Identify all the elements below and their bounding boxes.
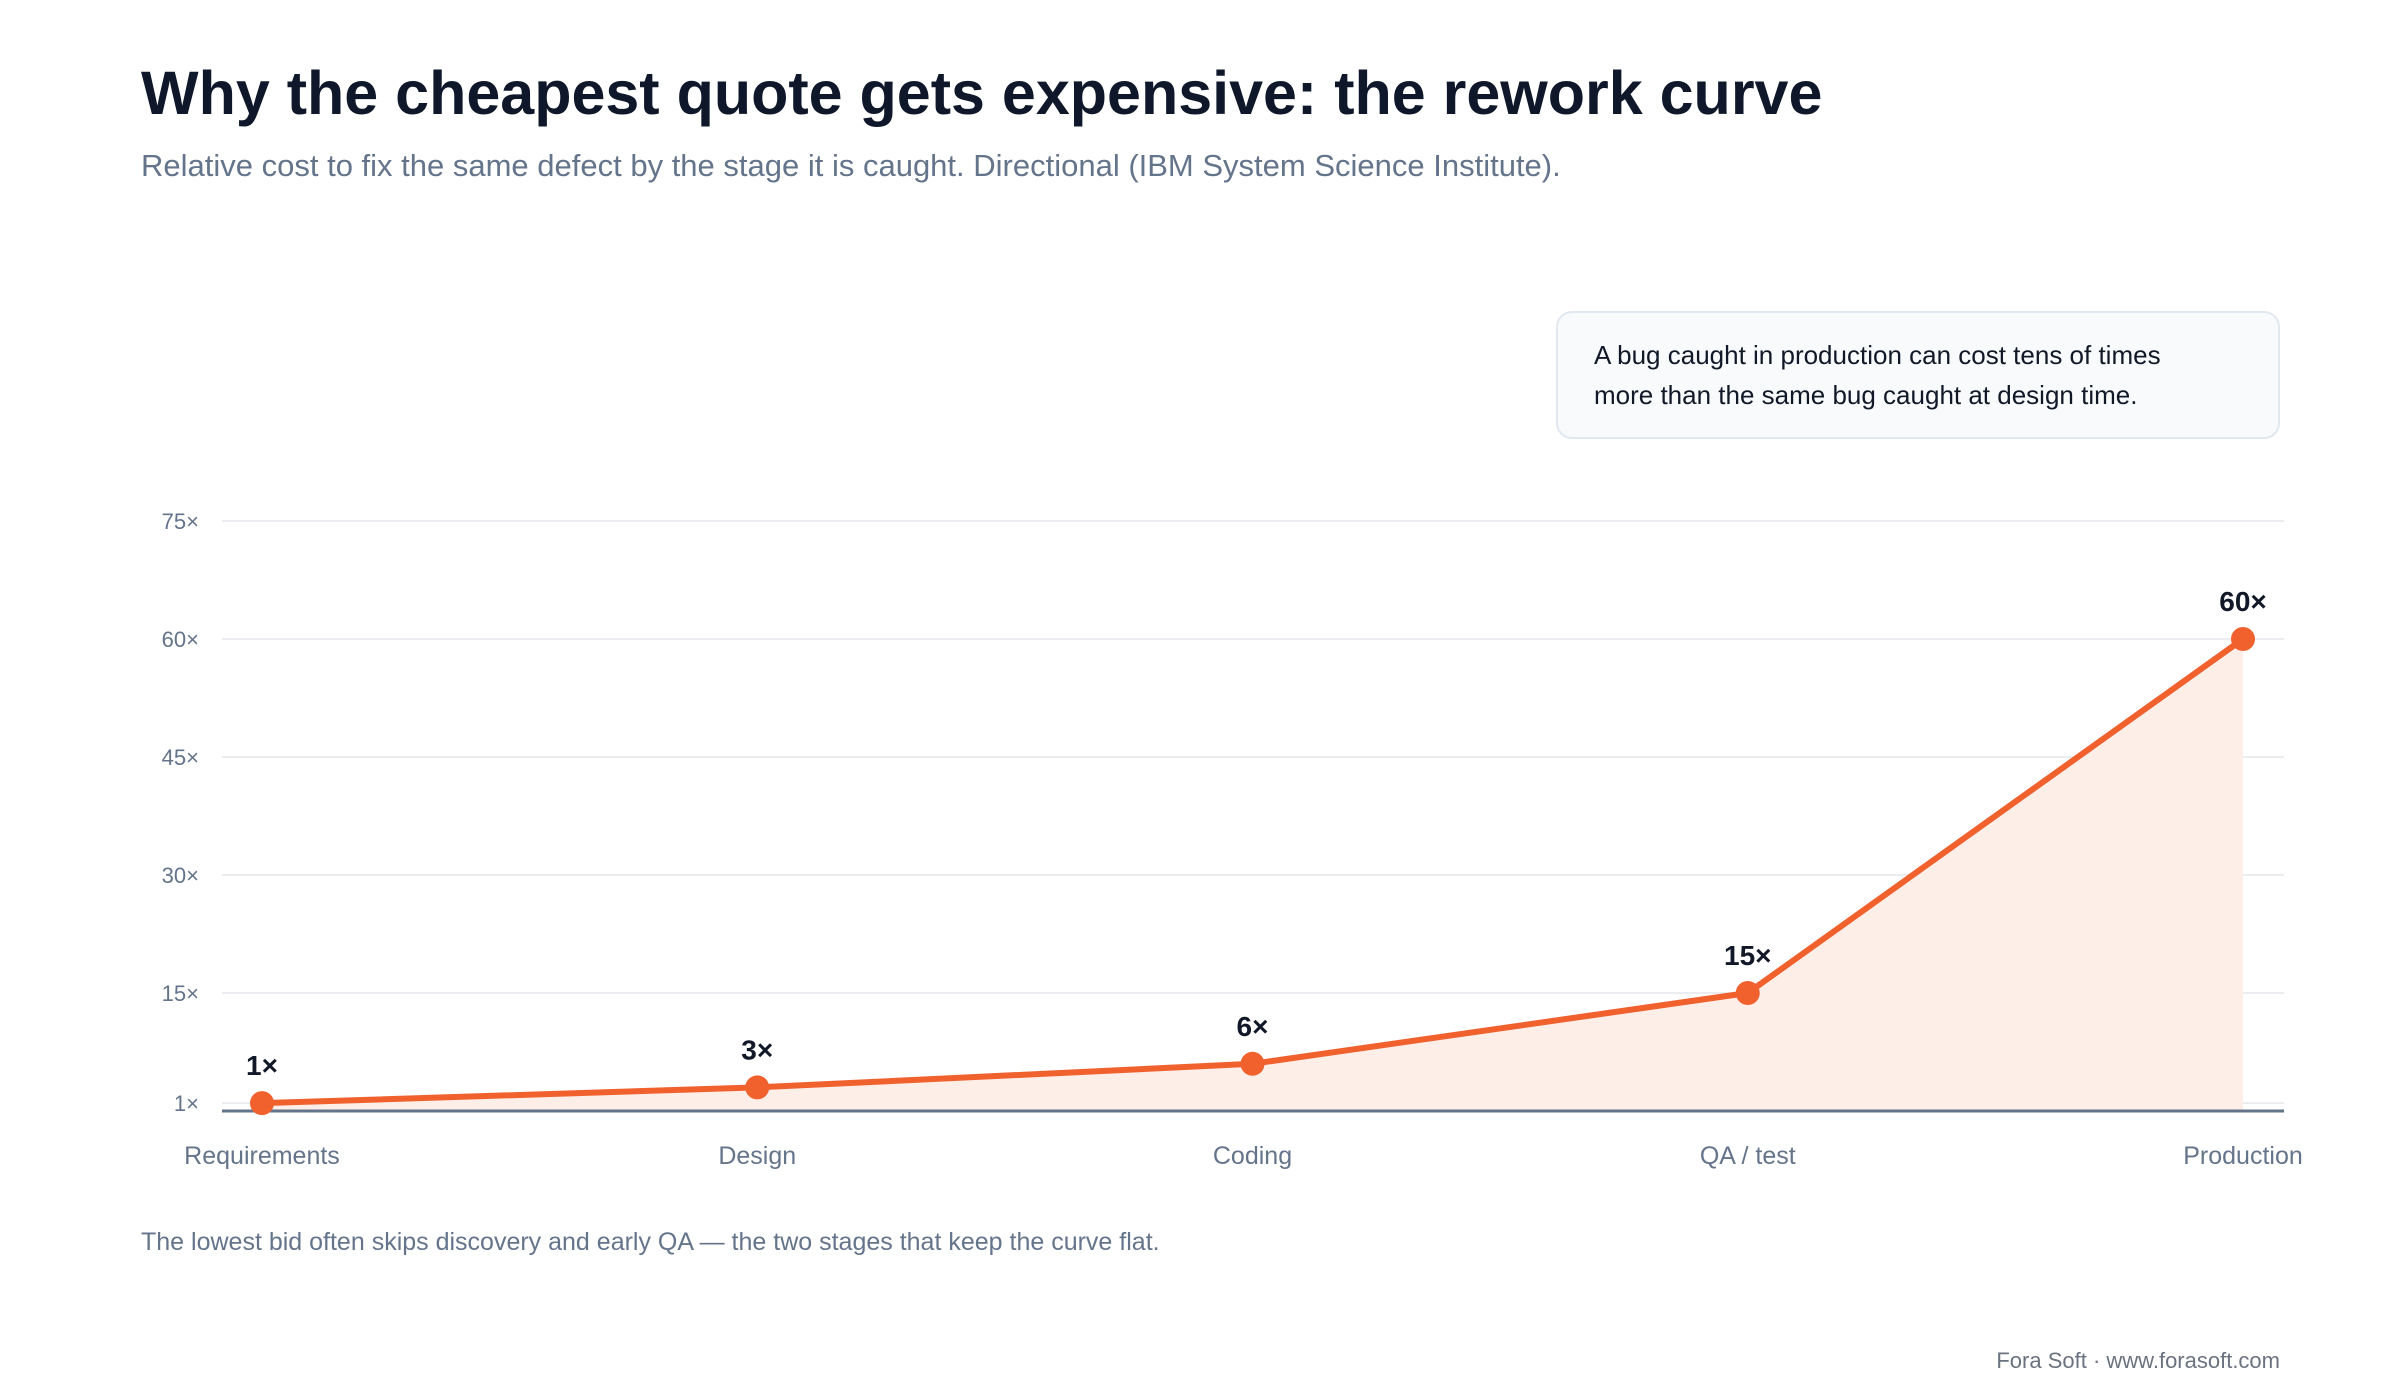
y-tick-label: 15×	[162, 981, 199, 1006]
x-tick-label: Requirements	[184, 1142, 340, 1170]
data-label: 1×	[246, 1050, 278, 1081]
x-tick-label: Coding	[1213, 1142, 1292, 1170]
chart-subtitle: Relative cost to fix the same defect by …	[141, 148, 1561, 183]
data-point	[1240, 1051, 1265, 1076]
y-tick-label: 60×	[162, 627, 199, 652]
data-point	[250, 1091, 274, 1116]
x-tick-label: Design	[718, 1142, 796, 1170]
callout-line-1: A bug caught in production can cost tens…	[1594, 340, 2161, 370]
data-point	[2231, 627, 2255, 651]
x-tick-label: QA / test	[1700, 1142, 1796, 1170]
x-tick-label: Production	[2183, 1142, 2303, 1170]
data-label: 15×	[1724, 940, 1772, 971]
data-point	[745, 1075, 770, 1100]
data-label: 3×	[741, 1034, 773, 1065]
data-label: 6×	[1237, 1011, 1269, 1042]
y-tick-label: 45×	[162, 745, 199, 770]
data-label: 60×	[2219, 586, 2267, 617]
credit: Fora Soft · www.forasoft.com	[1996, 1348, 2280, 1373]
y-tick-label: 1×	[174, 1091, 199, 1116]
insight-callout: A bug caught in production can cost tens…	[1556, 311, 2280, 439]
footnote: The lowest bid often skips discovery and…	[141, 1228, 1160, 1256]
chart-title: Why the cheapest quote gets expensive: t…	[141, 59, 1823, 127]
callout-line-2: more than the same bug caught at design …	[1594, 380, 2138, 410]
y-tick-label: 30×	[162, 863, 199, 888]
y-tick-label: 75×	[162, 509, 199, 534]
data-point	[1735, 981, 1760, 1005]
